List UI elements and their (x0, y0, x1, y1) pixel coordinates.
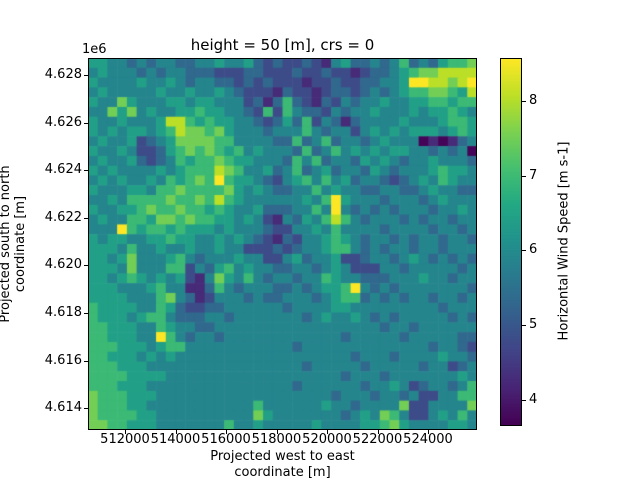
colorbar-tick-label: 4 (529, 391, 538, 407)
y-tick-mark (84, 408, 88, 410)
colorbar (500, 58, 522, 426)
x-tick-mark (327, 430, 328, 434)
colorbar-tick-mark (522, 399, 526, 401)
heatmap-plot-area (88, 58, 477, 430)
x-tick-label: 516000 (201, 432, 251, 447)
y-tick-label: 4.616 (44, 352, 82, 368)
y-tick-label: 4.620 (44, 257, 82, 273)
x-tick-label: 512000 (100, 432, 150, 447)
y-tick-label: 4.622 (44, 209, 82, 225)
x-tick-label: 522000 (352, 432, 403, 447)
x-tick-label: 520000 (302, 432, 352, 447)
y-tick-mark (84, 75, 88, 76)
x-tick-mark (175, 430, 177, 434)
y-tick-mark (84, 360, 88, 362)
y-tick-label: 4.614 (44, 400, 82, 416)
x-tick-label: 518000 (251, 432, 302, 447)
y-tick-label: 4.626 (44, 114, 82, 130)
colorbar-tick-mark (522, 175, 526, 177)
colorbar-tick-mark (522, 324, 526, 326)
y-axis-label-line2: coordinate [m] (13, 195, 28, 293)
x-tick-mark (226, 430, 227, 434)
colorbar-tick-mark (522, 250, 526, 252)
y-axis-label-line1: Projected south to north (0, 165, 13, 323)
colorbar-gradient (501, 59, 521, 425)
x-axis-label-line2: coordinate [m] (234, 465, 331, 480)
y-tick-mark (84, 170, 88, 172)
axes-title: height = 50 [m], crs = 0 (190, 36, 375, 54)
colorbar-tick-mark (522, 100, 526, 102)
x-tick-mark (125, 430, 126, 434)
x-tick-mark (377, 430, 379, 434)
x-tick-label: 524000 (403, 432, 453, 447)
x-tick-label: 514000 (150, 432, 201, 447)
y-tick-label: 4.624 (44, 162, 82, 178)
colorbar-tick-label: 6 (529, 242, 538, 258)
x-tick-mark (276, 430, 278, 434)
y-axis-label: Projected south to north coordinate [m] (0, 165, 28, 322)
y-tick-mark (84, 313, 88, 315)
y-tick-mark (84, 122, 88, 124)
y-axis-offset-text: 1e6 (82, 42, 107, 57)
y-tick-label: 4.628 (44, 67, 82, 82)
colorbar-label: Horizontal Wind Speed [m s-1] (556, 141, 572, 341)
x-tick-mark (428, 430, 429, 434)
x-axis-label-line1: Projected west to east (210, 449, 355, 464)
colorbar-tick-label: 5 (529, 316, 538, 332)
y-tick-mark (84, 265, 88, 267)
y-tick-label: 4.618 (44, 305, 82, 321)
y-tick-mark (84, 217, 88, 219)
colorbar-tick-label: 7 (529, 167, 538, 183)
colorbar-tick-label: 8 (529, 92, 538, 108)
